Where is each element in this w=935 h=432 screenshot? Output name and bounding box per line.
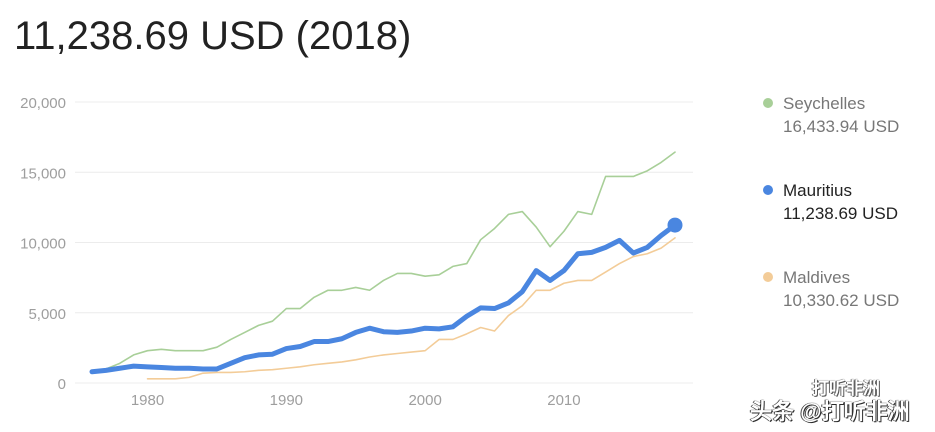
legend-item-seychelles[interactable]: Seychelles 16,433.94 USD — [763, 92, 900, 138]
legend-dot-icon — [763, 185, 773, 195]
highlight-point — [667, 217, 683, 233]
watermark-logo: 打听非洲 — [812, 379, 880, 398]
y-tick-label: 10,000 — [20, 236, 66, 253]
legend-dot-icon — [763, 98, 773, 108]
x-tick-label: 1980 — [131, 392, 164, 409]
y-tick-label: 0 — [58, 376, 66, 393]
series-line-mauritius — [89, 222, 678, 375]
legend-value: 16,433.94 USD — [783, 117, 900, 136]
legend-name: Mauritius — [783, 181, 852, 200]
legend-value: 11,238.69 USD — [783, 204, 898, 223]
y-tick-label: 15,000 — [20, 165, 66, 182]
y-tick-label: 5,000 — [28, 306, 66, 323]
x-tick-label: 1990 — [270, 392, 303, 409]
watermark-text: 头条 @打听非洲 — [750, 399, 910, 424]
series-line-seychelles — [91, 151, 676, 373]
legend-item-maldives[interactable]: Maldives 10,330.62 USD — [763, 266, 900, 312]
x-tick-label: 2010 — [547, 392, 580, 409]
legend-name: Seychelles — [783, 94, 866, 113]
legend-dot-icon — [763, 272, 773, 282]
legend-item-mauritius[interactable]: Mauritius 11,238.69 USD — [763, 179, 898, 225]
legend-name: Maldives — [783, 268, 851, 287]
series-line-maldives — [146, 237, 676, 380]
x-tick-label: 2000 — [408, 392, 441, 409]
y-tick-label: 20,000 — [20, 95, 66, 112]
page-title: 11,238.69 USD (2018) — [14, 14, 412, 58]
legend-value: 10,330.62 USD — [783, 291, 900, 310]
